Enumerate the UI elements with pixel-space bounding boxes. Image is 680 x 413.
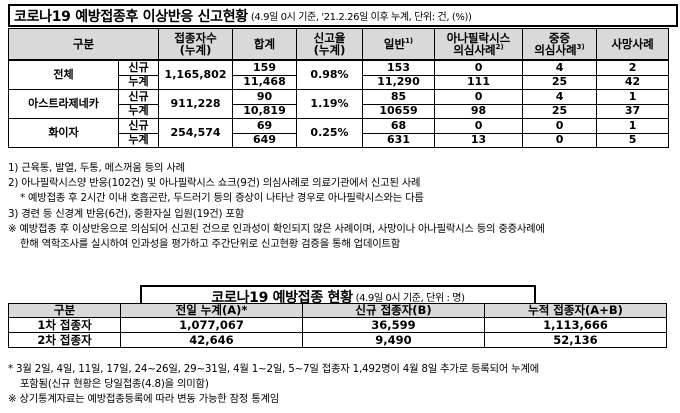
cell-general: 68	[362, 118, 436, 134]
cell-severe: 0	[522, 118, 598, 134]
section1-notes: 1) 근육통, 발열, 두통, 메스꺼움 등의 사례 2) 아나필락시스양 반응…	[8, 161, 672, 252]
cell-death: 5	[596, 132, 670, 148]
note-line: * 3월 2일, 4일, 11일, 17일, 24~26일, 29~31일, 4…	[8, 363, 539, 375]
cell-total: 10,819	[232, 103, 298, 119]
section1-subtitle: (4.9일 0시 기준, '21.2.26일 이후 누계, 단위: 건, (%)…	[250, 12, 472, 23]
header-general: 일반1)	[362, 28, 436, 61]
cell-new: 9,490	[302, 332, 485, 348]
cell-death: 2	[596, 59, 670, 76]
table-row: 1차 접종자 1,077,067 36,599 1,113,666	[8, 317, 667, 333]
header-prev-cumul: 전일 누계(A)*	[120, 303, 303, 318]
header-severe: 중증 의심사례3)	[522, 28, 598, 61]
cell-cumul: 52,136	[484, 332, 667, 348]
cell-total: 159	[232, 59, 298, 76]
cell-anaphylaxis: 0	[434, 118, 524, 134]
cell-total: 649	[232, 132, 298, 148]
cell-general: 153	[362, 59, 436, 76]
cell-cumul: 1,113,666	[484, 317, 667, 333]
cell-anaphylaxis: 0	[434, 59, 524, 76]
row-vaccinated: 911,228	[158, 89, 234, 119]
header-category: 구분	[8, 303, 121, 318]
row-rate: 0.98%	[296, 59, 364, 90]
table-row: 누계 10,819 10659 98 25 37	[9, 103, 670, 119]
section1-title-box: 코로나19 예방접종후 이상반응 신고현황 (4.9일 0시 기준, '21.2…	[8, 4, 678, 27]
header-new: 신규 접종자(B)	[302, 303, 485, 318]
note-line: 2) 아나필락시스양 반응(102건) 및 아나필락시스 쇼크(9건) 의심사례…	[8, 177, 421, 190]
cell-general: 10659	[362, 103, 436, 119]
section2-subtitle: (4.9일 0시 기준, 단위 : 명)	[355, 293, 465, 304]
table-row: 전체 신규 1,165,802 159 0.98% 153 0 4 2	[8, 59, 670, 90]
cell-severe: 4	[522, 59, 598, 76]
note-line: 포함됨(신규 현황은 당일접종(4.8)을 의미함)	[20, 378, 209, 391]
note-line: * 예방접종 후 2시간 이내 호흡곤란, 두드러기 등의 증상이 나타난 경우…	[20, 192, 424, 205]
row-rate: 0.25%	[296, 118, 364, 148]
cell-anaphylaxis: 111	[434, 74, 524, 90]
vaccination-status-table: 구분 전일 누계(A)* 신규 접종자(B) 누적 접종자(A+B) 1차 접종…	[8, 303, 667, 348]
cell-death: 37	[596, 103, 670, 119]
row-sub-label: 신규	[117, 89, 160, 105]
cell-total: 11,468	[232, 74, 298, 90]
header-category: 구분	[7, 28, 160, 61]
cell-severe: 25	[522, 103, 598, 119]
cell-prev: 42,646	[120, 332, 303, 348]
row-vaccinated: 1,165,802	[158, 59, 234, 90]
note-line: 1) 근육통, 발열, 두통, 메스꺼움 등의 사례	[8, 162, 185, 174]
cell-total: 69	[232, 118, 298, 134]
note-line: ※ 예방접종 후 이상반응으로 의심되어 신고된 건으로 인과성이 확인되지 않…	[8, 222, 545, 235]
header-cumul: 누적 접종자(A+B)	[484, 303, 667, 318]
note-line: 한해 역학조사를 실시하여 인과성을 평가하고 주간단위로 신고현황 검증을 통…	[20, 238, 401, 251]
row-sub-label: 누계	[117, 74, 160, 90]
cell-new: 36,599	[302, 317, 485, 333]
table-row: 누계 649 631 13 0 5	[9, 132, 670, 148]
header-anaphylaxis: 아나필락시스 의심사례2)	[434, 28, 524, 61]
note-line: 3) 경련 등 신경계 반응(6건), 중환자실 입원(19건) 포함	[8, 207, 244, 220]
cell-severe: 4	[522, 89, 598, 105]
row-sub-label: 신규	[117, 118, 160, 134]
section1-title: 코로나19 예방접종후 이상반응 신고현황	[14, 8, 248, 25]
cell-general: 631	[362, 132, 436, 148]
cell-anaphylaxis: 13	[434, 132, 524, 148]
row-vaccinated: 254,574	[158, 118, 234, 148]
cell-severe: 0	[522, 132, 598, 148]
table-row: 아스트라제네카 신규 911,228 90 1.19% 85 0 4 1	[8, 89, 670, 119]
cell-prev: 1,077,067	[120, 317, 303, 333]
row-rate: 1.19%	[296, 89, 364, 119]
note-line: ※ 상기통계자료는 예방접종등록에 따라 변동 가능한 잠정 통계임	[8, 393, 280, 406]
header-vaccinated: 접종자수 (누계)	[158, 28, 234, 61]
row-name: 화이자	[8, 118, 119, 148]
row-name: 전체	[8, 59, 119, 90]
section2-notes: * 3월 2일, 4일, 11일, 17일, 24~26일, 29~31일, 4…	[8, 362, 672, 408]
row-sub-label: 신규	[117, 59, 160, 76]
cell-severe: 25	[522, 74, 598, 90]
section2-title: 코로나19 예방접종 현황	[211, 289, 353, 306]
cell-anaphylaxis: 0	[434, 89, 524, 105]
cell-total: 90	[232, 89, 298, 105]
adverse-reaction-table: 구분 접종자수 (누계) 합계 신고율 (누계) 일반1) 아나필락시스 의심사…	[7, 28, 670, 148]
cell-death: 1	[596, 118, 670, 134]
header-rate: 신고율 (누계)	[296, 28, 364, 61]
row-label: 1차 접종자	[8, 317, 121, 333]
header-total: 합계	[232, 28, 298, 61]
cell-general: 11,290	[362, 74, 436, 90]
header-death: 사망사례	[596, 28, 670, 61]
table-row: 2차 접종자 42,646 9,490 52,136	[8, 332, 667, 348]
cell-death: 1	[596, 89, 670, 105]
cell-death: 42	[596, 74, 670, 90]
row-label: 2차 접종자	[8, 332, 121, 348]
cell-anaphylaxis: 98	[434, 103, 524, 119]
row-sub-label: 누계	[117, 103, 160, 119]
cell-general: 85	[362, 89, 436, 105]
table-row: 화이자 신규 254,574 69 0.25% 68 0 0 1	[8, 118, 670, 148]
row-name: 아스트라제네카	[8, 89, 119, 119]
row-sub-label: 누계	[117, 132, 160, 148]
